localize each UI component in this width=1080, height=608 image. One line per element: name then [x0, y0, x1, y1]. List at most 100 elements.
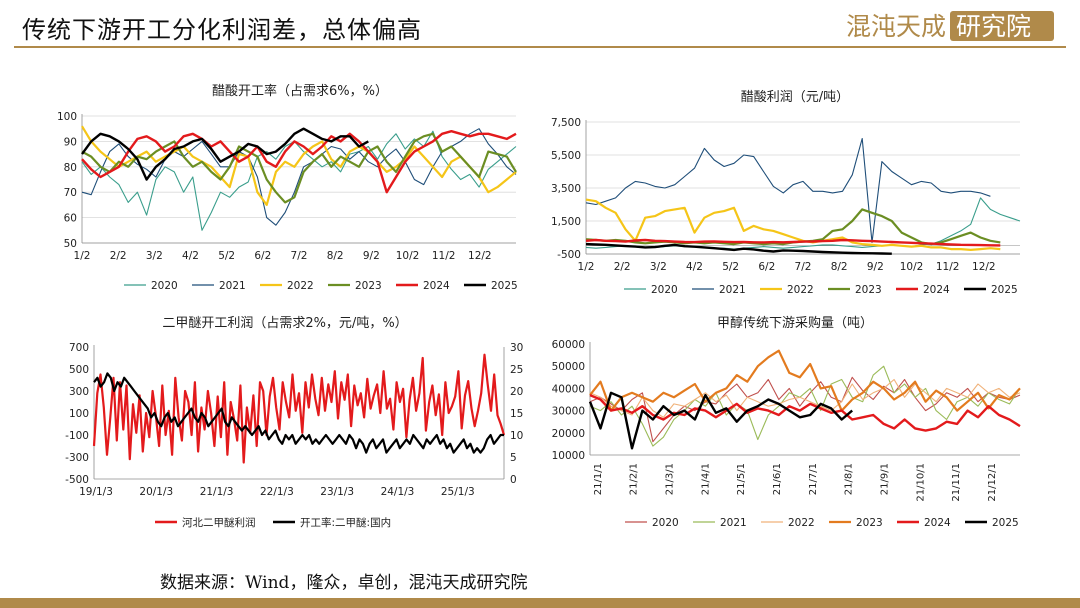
legend-label: 2021	[219, 280, 246, 292]
y-tick-label: -500	[557, 249, 581, 261]
x-tick-label: 21/9/1	[879, 463, 890, 495]
legend-label: 2023	[355, 280, 382, 292]
chart-dme-operation-profit: 二甲醚开工利润（占需求2%，元/吨，%） -500-300-1001003005…	[65, 316, 523, 529]
series-line	[588, 391, 853, 450]
series-line	[585, 242, 892, 255]
logo-box	[950, 11, 1054, 41]
x-tick-label: 3/2	[146, 250, 163, 262]
x-tick-label: 10/2	[900, 261, 924, 273]
x-tick-label: 21/3/1	[664, 463, 675, 495]
legend-label: 2024	[923, 284, 950, 296]
x-tick-label: 3/2	[650, 261, 667, 273]
x-tick-label: 10/2	[396, 250, 420, 262]
x-tick-label: 21/6/1	[772, 463, 783, 495]
y2-tick-label: 20	[510, 386, 523, 398]
y2-tick-label: 0	[510, 474, 517, 486]
y-tick-label: 70	[64, 187, 77, 199]
title-divider	[14, 46, 1066, 48]
x-tick-label: 2/2	[614, 261, 631, 273]
x-tick-label: 5/2	[218, 250, 235, 262]
x-tick-label: 21/12/1	[987, 463, 998, 502]
x-tick-label: 7/2	[795, 261, 812, 273]
company-logo: 混沌天成 研究院	[846, 11, 1054, 41]
legend-label: 2020	[652, 517, 679, 529]
y-tick-label: 500	[69, 364, 89, 376]
series-line	[81, 130, 517, 194]
chart-title: 甲醇传统下游采购量（吨）	[717, 315, 873, 331]
x-tick-label: 21/11/1	[951, 463, 962, 502]
x-tick-label: 6/2	[254, 250, 271, 262]
series-line	[81, 125, 517, 207]
x-tick-label: 4/2	[182, 250, 199, 262]
x-tick-label: 21/10/1	[915, 463, 926, 502]
chart-acetic-operating-rate: 醋酸开工率（占需求6%，%） 50 60 70 80 90 100 1/2 2/2 3/2 4/2…	[57, 83, 518, 292]
y-tick-label: 700	[69, 342, 89, 354]
chart-title: 醋酸利润（元/吨）	[741, 89, 849, 105]
y-tick-label: 1,500	[551, 216, 581, 228]
y-tick-label: 100	[57, 111, 77, 123]
y-tick-label: 100	[69, 408, 89, 420]
x-tick-label: 12/2	[972, 261, 996, 273]
chart-acetic-profit: 醋酸利润（元/吨） -500 1,500 3,500 5,500 7,500 1/2 2/2…	[551, 89, 1021, 296]
x-tick-label: 5/2	[722, 261, 739, 273]
legend-label: 2025	[491, 280, 518, 292]
series-line	[589, 393, 1021, 432]
x-tick-label: 19/1/3	[79, 486, 113, 498]
x-tick-label: 25/1/3	[441, 486, 475, 498]
y-tick-label: 90	[64, 136, 77, 148]
x-tick-label: 8/2	[831, 261, 848, 273]
legend-label: 2025	[991, 284, 1018, 296]
series-line	[585, 198, 1001, 251]
y2-tick-label: 25	[510, 364, 523, 376]
series-line	[589, 349, 1021, 412]
series-line	[92, 353, 506, 464]
y-tick-label: -100	[65, 430, 89, 442]
legend-label: 河北二甲醚利润	[182, 516, 256, 529]
y-tick-label: 30000	[552, 406, 585, 418]
legend-label: 2022	[788, 517, 815, 529]
x-tick-label: 22/1/3	[260, 486, 294, 498]
chart-title: 醋酸开工率（占需求6%，%）	[212, 83, 388, 99]
series-line	[585, 208, 1001, 246]
plot-area: 10000 20000 30000 40000 50000 60000 21/1/1 21/2…	[552, 339, 1021, 529]
y-tick-label: 50000	[552, 361, 585, 373]
y-tick-label: 20000	[552, 428, 585, 440]
chart-methanol-downstream-purchase: 甲醇传统下游采购量（吨） 10000 20000 30000 40000 50000 60…	[552, 315, 1021, 529]
page-title: 传统下游开工分化利润差，总体偏高	[22, 16, 422, 44]
legend-label: 2021	[719, 284, 746, 296]
series-line	[585, 137, 991, 243]
y-tick-label: 10000	[552, 450, 585, 462]
plot-area: -500 -300 -100 100 300 500 700 0 5 10 15 20 25 30 19/1…	[65, 342, 523, 529]
y-tick-label: -500	[65, 474, 89, 486]
series-line	[589, 365, 1021, 447]
series-line	[81, 130, 517, 231]
x-tick-label: 12/2	[468, 250, 492, 262]
y-tick-label: 40000	[552, 383, 585, 395]
logo-box-text: 研究院	[956, 12, 1031, 41]
plot-area: 50 60 70 80 90 100 1/2 2/2 3/2 4/2 5/2 6/2 7/2 8/2 9/2…	[57, 111, 518, 292]
x-tick-label: 21/2/1	[629, 463, 640, 495]
series-line	[81, 132, 517, 204]
plot-area: -500 1,500 3,500 5,500 7,500 1/2 2/2 3/2 4/2 5/2 6…	[551, 117, 1021, 296]
x-tick-label: 7/2	[291, 250, 308, 262]
y-tick-label: 7,500	[551, 117, 581, 129]
y2-tick-label: 10	[510, 430, 523, 442]
legend-label: 开工率:二甲醚:国内	[300, 516, 391, 529]
x-tick-label: 21/8/1	[844, 463, 855, 495]
legend-label: 2024	[924, 517, 951, 529]
y2-tick-label: 15	[510, 408, 523, 420]
legend-label: 2022	[787, 284, 814, 296]
logo-text: 混沌天成	[846, 12, 946, 41]
legend-label: 2021	[720, 517, 747, 529]
y-tick-label: 300	[69, 386, 89, 398]
legend-label: 2020	[651, 284, 678, 296]
y-tick-label: 80	[64, 162, 77, 174]
legend-label: 2025	[992, 517, 1019, 529]
x-tick-label: 23/1/3	[320, 486, 354, 498]
x-tick-label: 9/2	[363, 250, 380, 262]
x-tick-label: 2/2	[110, 250, 127, 262]
y-tick-label: 5,500	[551, 150, 581, 162]
chart-title: 二甲醚开工利润（占需求2%，元/吨，%）	[162, 316, 407, 331]
legend-label: 2020	[151, 280, 178, 292]
x-tick-label: 24/1/3	[381, 486, 415, 498]
